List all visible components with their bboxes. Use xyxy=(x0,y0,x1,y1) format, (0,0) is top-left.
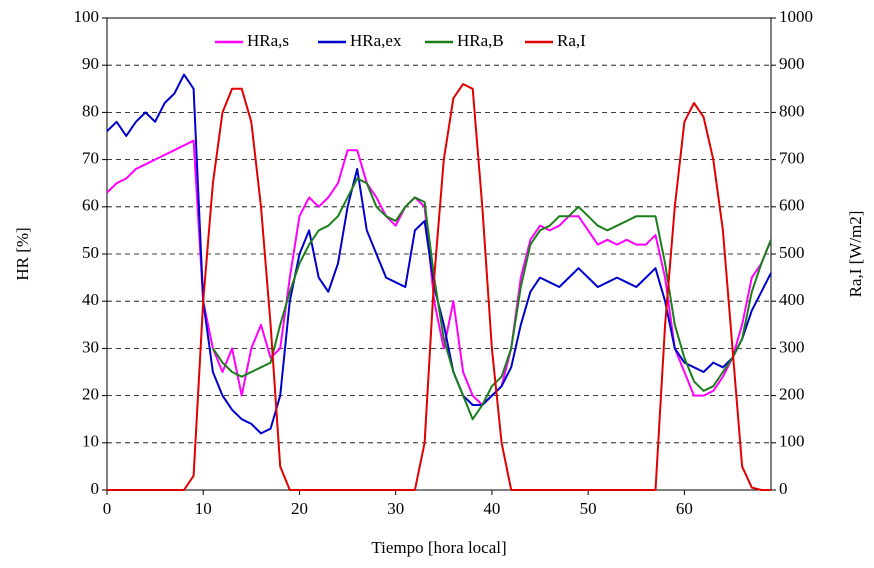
legend-label: HRa,B xyxy=(457,31,504,50)
y2-tick-label: 300 xyxy=(779,337,805,356)
line-series xyxy=(212,177,772,421)
plot-frame xyxy=(106,17,772,491)
x-axis-label: Tiempo [hora local] xyxy=(371,538,506,557)
y2-tick-label: 600 xyxy=(779,196,805,215)
y-tick-label: 90 xyxy=(82,54,99,73)
y-tick-label: 30 xyxy=(82,337,99,356)
y2-tick-label: 200 xyxy=(779,385,805,404)
x-tick-label: 30 xyxy=(387,499,404,518)
y-axis-label: HR [%] xyxy=(13,227,32,280)
x-tick-label: 60 xyxy=(676,499,693,518)
y-tick-label: 70 xyxy=(82,149,99,168)
line-series xyxy=(107,83,771,491)
x-tick-label: 50 xyxy=(580,499,597,518)
y-tick-label: 40 xyxy=(82,290,99,309)
y2-tick-label: 800 xyxy=(779,101,805,120)
legend-label: HRa,ex xyxy=(350,31,402,50)
x-tick-label: 0 xyxy=(103,499,112,518)
line-series xyxy=(106,139,772,406)
x-tick-label: 40 xyxy=(483,499,500,518)
y-tick-label: 0 xyxy=(91,479,100,498)
legend-label: Ra,I xyxy=(557,31,586,50)
y-tick-label: 80 xyxy=(82,101,99,120)
y-tick-label: 50 xyxy=(82,243,99,262)
x-tick-label: 20 xyxy=(291,499,308,518)
y2-tick-label: 700 xyxy=(779,149,805,168)
y2-tick-label: 900 xyxy=(779,54,805,73)
y-tick-label: 20 xyxy=(82,385,99,404)
y2-tick-label: 500 xyxy=(779,243,805,262)
y-tick-label: 60 xyxy=(82,196,99,215)
x-tick-label: 10 xyxy=(195,499,212,518)
legend-label: HRa,s xyxy=(247,31,289,50)
y2-tick-label: 0 xyxy=(779,479,788,498)
y-tick-label: 10 xyxy=(82,432,99,451)
y2-tick-label: 400 xyxy=(779,290,805,309)
y2-tick-label: 1000 xyxy=(779,7,813,26)
y-tick-label: 100 xyxy=(74,7,100,26)
y2-tick-label: 100 xyxy=(779,432,805,451)
y2-axis-label: Ra,I [W/m2] xyxy=(846,211,865,298)
